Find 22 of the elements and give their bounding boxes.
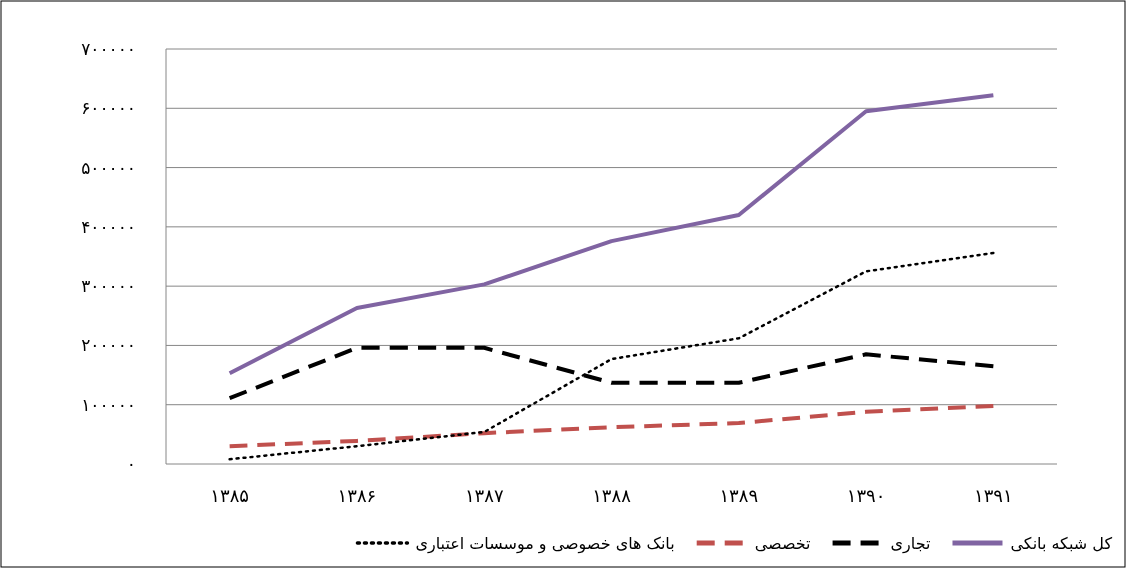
legend-label: کل شبکه بانکی xyxy=(1010,534,1113,553)
y-tick-label: ۵۰۰۰۰۰ xyxy=(81,157,136,178)
y-tick-label: ۶۰۰۰۰۰ xyxy=(81,98,136,119)
legend-label: بانک های خصوصی و موسسات اعتباری xyxy=(415,534,675,554)
line-series xyxy=(227,403,996,449)
x-tick-label: ۱۳۸۷ xyxy=(464,485,504,506)
legend-label: تخصصی xyxy=(754,534,811,553)
legend-label: تجاری xyxy=(890,534,931,554)
y-tick-label: ۳۰۰۰۰۰ xyxy=(81,276,136,297)
x-tick-label: ۱۳۸۵ xyxy=(210,485,249,506)
y-tick-label: ۴۰۰۰۰۰ xyxy=(81,216,136,237)
x-tick-label: ۱۳۸۹ xyxy=(719,485,759,506)
y-tick-label: ۰ xyxy=(126,454,136,474)
y-tick-label: ۲۰۰۰۰۰ xyxy=(81,335,136,356)
x-tick-label: ۱۳۹۱ xyxy=(974,485,1013,506)
x-tick-label: ۱۳۸۸ xyxy=(592,485,632,506)
x-tick-label: ۱۳۹۰ xyxy=(846,485,886,506)
x-tick-label: ۱۳۸۶ xyxy=(337,485,377,506)
line-series xyxy=(228,251,995,461)
line-series xyxy=(227,93,996,376)
y-tick-label: ۷۰۰۰۰۰ xyxy=(81,39,136,59)
y-tick-label: ۱۰۰۰۰۰ xyxy=(81,394,136,415)
